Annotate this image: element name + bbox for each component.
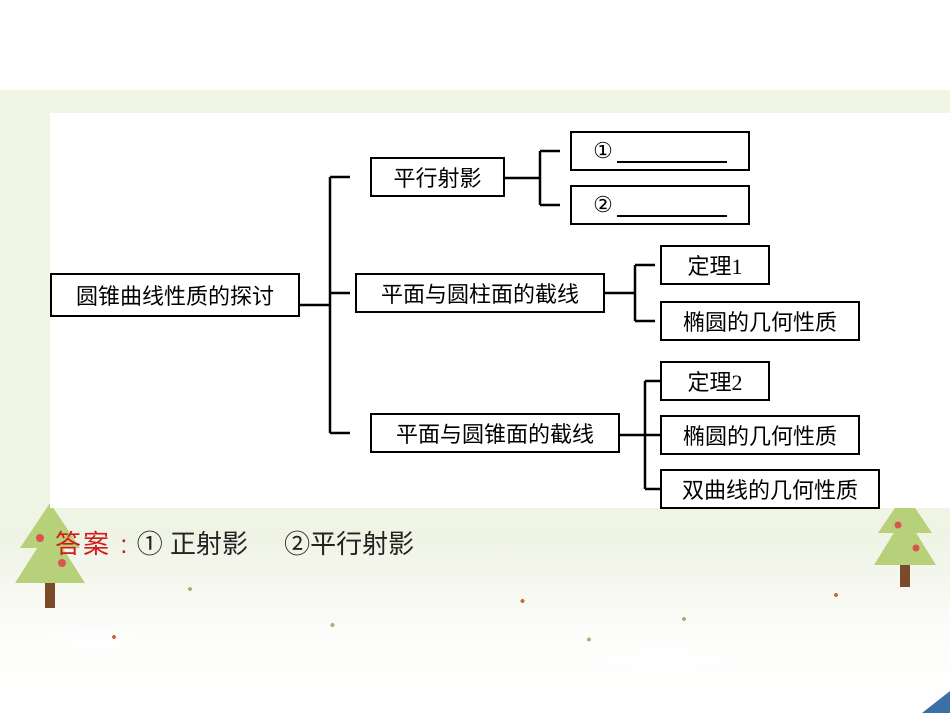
tree-node: 椭圆的几何性质: [660, 301, 860, 341]
tree-node: 圆锥曲线性质的探讨: [50, 273, 300, 317]
tree-node: 平面与圆锥面的截线: [370, 413, 620, 453]
tree-node: 平行射影: [370, 157, 505, 197]
tree-node: 平面与圆柱面的截线: [355, 273, 605, 313]
tree-node: 双曲线的几何性质: [660, 469, 880, 509]
tree-node: 椭圆的几何性质: [660, 415, 860, 455]
page-header-bg: [0, 0, 950, 90]
header-tab: 知识网络: [502, 0, 687, 78]
answer-block: 答案 : ① 正射影 ②平行射影: [55, 520, 920, 569]
answer-item-2: ②平行射影: [284, 529, 414, 559]
page-corner-fold: [922, 691, 950, 713]
ground-dots: [0, 553, 950, 673]
tree-node: 定理1: [660, 245, 770, 285]
tree-node: ①: [570, 131, 750, 171]
answer-label: 答案 :: [55, 529, 129, 559]
knowledge-tree-diagram: 圆锥曲线性质的探讨 平行射影平面与圆柱面的截线平面与圆锥面的截线 ① ② 定理1 椭圆的几…: [50, 113, 950, 508]
tree-node: 定理2: [660, 361, 770, 401]
answer-item-1: ① 正射影: [137, 529, 256, 559]
tree-node: ②: [570, 185, 750, 225]
header-tab-label: 知识网络: [546, 23, 642, 55]
